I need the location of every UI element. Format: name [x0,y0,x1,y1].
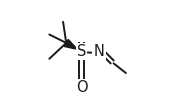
Polygon shape [64,39,77,49]
Text: O: O [76,80,87,95]
Text: N: N [94,44,104,59]
Text: S: S [77,44,86,59]
